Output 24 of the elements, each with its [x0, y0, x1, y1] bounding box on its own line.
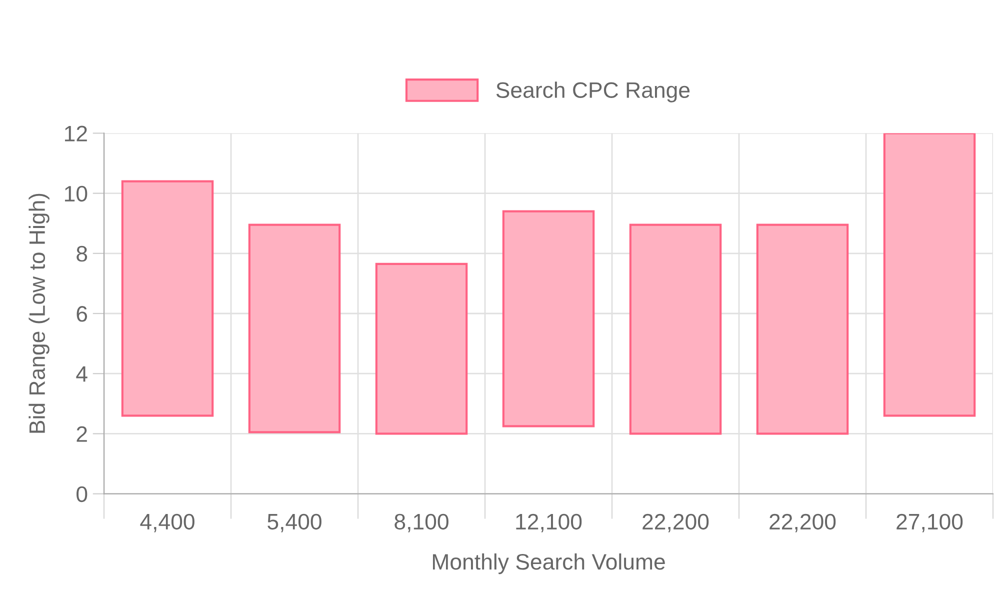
bar	[248, 224, 341, 434]
y-tick-label: 10	[65, 186, 88, 202]
bar	[121, 180, 214, 417]
y-tick-label: 12	[65, 126, 87, 142]
x-tick-label: 22,200	[770, 514, 836, 532]
x-tick-label: 8,100	[394, 514, 448, 532]
bar	[883, 133, 976, 417]
y-tick-label: 4	[76, 366, 88, 382]
y-tick-label: 2	[76, 426, 87, 442]
x-tick-label: 12,100	[516, 514, 582, 532]
y-tick-label: 6	[76, 306, 88, 322]
x-tick-label: 5,400	[268, 514, 322, 532]
y-tick-label: 0	[76, 486, 88, 502]
x-axis-title: Monthly Search Volume	[432, 553, 665, 574]
bar	[756, 224, 849, 435]
x-tick-label: 27,100	[896, 514, 963, 532]
y-tick-label: 8	[76, 246, 88, 262]
x-tick-label: 4,400	[140, 514, 194, 532]
legend-label: Search CPC Range	[496, 82, 690, 102]
bar	[502, 210, 595, 428]
y-axis-title: Bid Range (Low to High)	[28, 194, 50, 433]
bar	[375, 262, 468, 435]
x-tick-label: 22,200	[642, 514, 709, 532]
bar	[629, 224, 722, 435]
